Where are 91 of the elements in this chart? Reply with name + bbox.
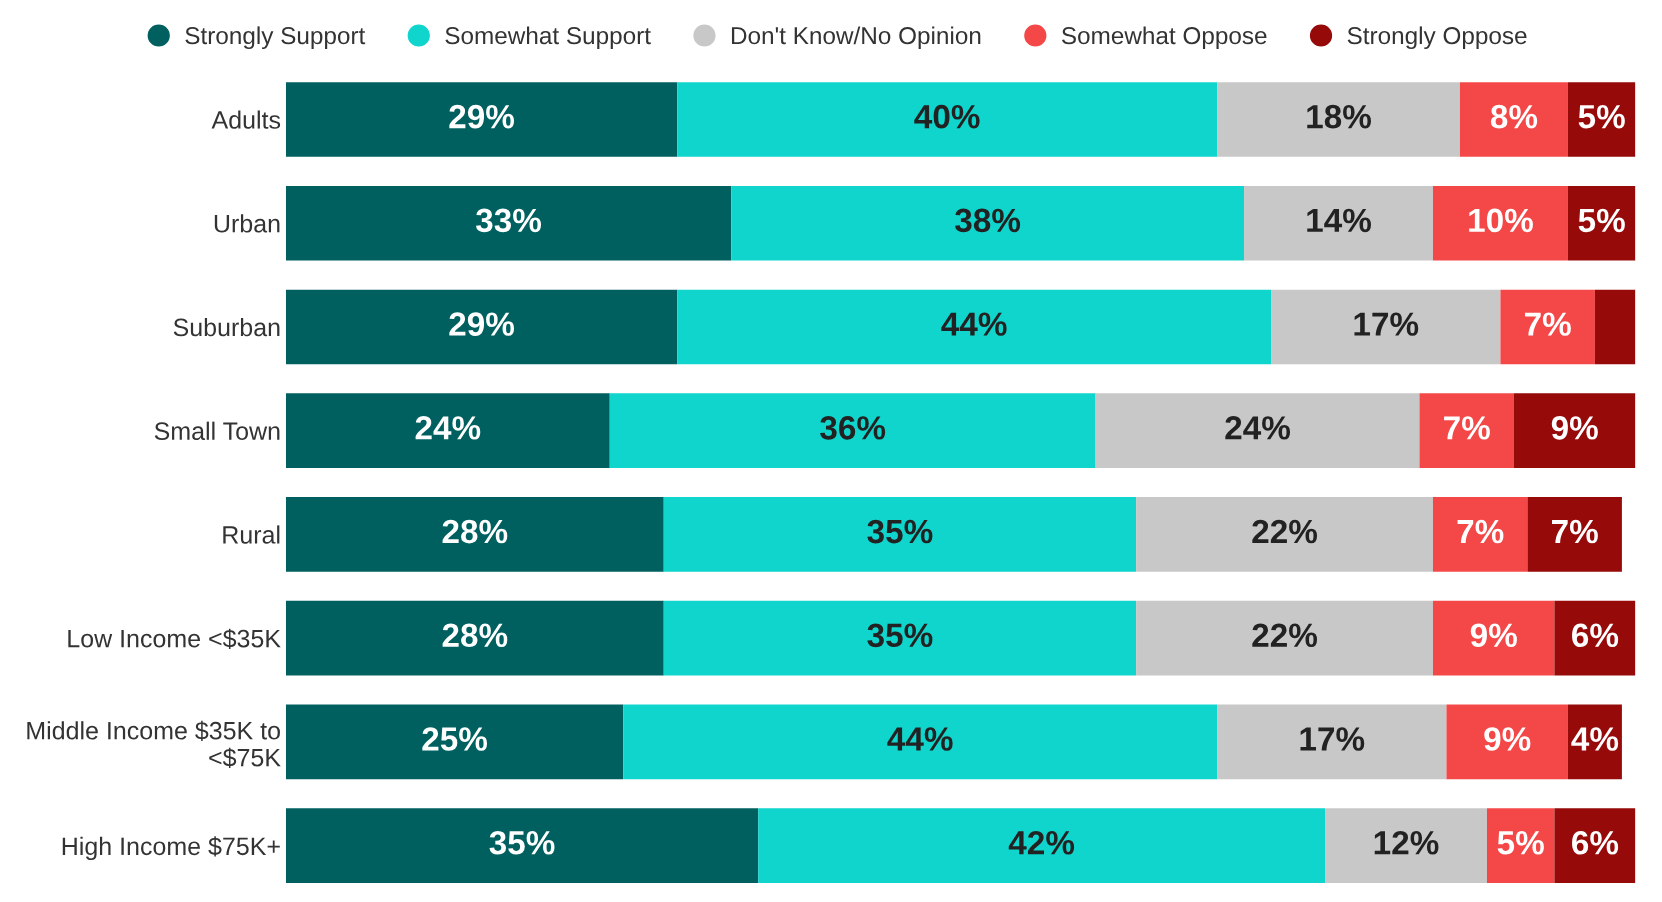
bar bbox=[1567, 185, 1636, 261]
bar bbox=[663, 600, 1137, 676]
bar bbox=[758, 808, 1326, 883]
bar bbox=[1486, 808, 1555, 883]
bar bbox=[1500, 289, 1595, 365]
legend-label: Somewhat Oppose bbox=[1061, 26, 1267, 50]
bar bbox=[623, 704, 1218, 780]
data-label: 29% bbox=[449, 104, 515, 129]
bar bbox=[1136, 600, 1433, 676]
bar bbox=[1432, 600, 1555, 676]
data-label: 35% bbox=[867, 623, 933, 648]
data-label: 7% bbox=[1552, 519, 1598, 544]
data-label: 40% bbox=[914, 104, 980, 129]
bar bbox=[1446, 704, 1568, 780]
bar bbox=[285, 600, 664, 676]
y-tick-label: Small Town bbox=[154, 421, 280, 441]
bar bbox=[1432, 497, 1528, 572]
data-label: 44% bbox=[941, 312, 1007, 336]
y-tick-label: Rural bbox=[223, 525, 280, 544]
bar bbox=[1217, 82, 1460, 157]
bar bbox=[1594, 289, 1636, 365]
bar bbox=[1244, 185, 1433, 261]
bar bbox=[1419, 393, 1514, 469]
bar bbox=[285, 704, 624, 780]
data-label: 17% bbox=[1354, 312, 1419, 336]
bar bbox=[1136, 497, 1433, 572]
bar bbox=[1325, 808, 1487, 883]
data-label: 22% bbox=[1252, 623, 1318, 648]
data-label: 33% bbox=[475, 208, 542, 233]
data-label: 6% bbox=[1572, 830, 1619, 855]
bar bbox=[677, 289, 1272, 365]
data-label: 44% bbox=[887, 727, 953, 751]
data-label: 22% bbox=[1252, 519, 1318, 544]
data-label: 9% bbox=[1470, 623, 1517, 648]
data-label: 42% bbox=[1008, 830, 1075, 855]
bar bbox=[1527, 497, 1622, 572]
bar bbox=[677, 82, 1218, 157]
data-label: 14% bbox=[1307, 208, 1371, 233]
data-label: 28% bbox=[442, 519, 508, 544]
legend-label: Don't Know/No Opinion bbox=[731, 26, 981, 50]
bar bbox=[1271, 289, 1501, 365]
y-tick-label: Suburban bbox=[173, 317, 280, 337]
bar bbox=[663, 497, 1137, 572]
data-label: 7% bbox=[1444, 416, 1490, 440]
bar bbox=[285, 289, 678, 365]
bar bbox=[1554, 600, 1636, 676]
data-label: 24% bbox=[415, 416, 481, 440]
data-label: 12% bbox=[1374, 830, 1439, 855]
data-label: 18% bbox=[1307, 104, 1371, 129]
data-label: 10% bbox=[1469, 208, 1533, 233]
bar bbox=[285, 82, 678, 157]
data-label: 38% bbox=[955, 208, 1021, 233]
data-label: 5% bbox=[1497, 831, 1544, 855]
bar bbox=[285, 393, 610, 469]
bar bbox=[1567, 82, 1636, 157]
data-label: 7% bbox=[1525, 312, 1571, 336]
bar bbox=[1554, 808, 1636, 883]
bar bbox=[285, 185, 732, 261]
bar bbox=[1095, 393, 1420, 469]
legend-label: Somewhat Support bbox=[445, 26, 651, 50]
data-label: 25% bbox=[422, 727, 488, 751]
bar bbox=[285, 808, 759, 883]
data-label: 8% bbox=[1490, 104, 1538, 129]
bar bbox=[285, 497, 664, 572]
data-label: 29% bbox=[449, 312, 515, 336]
bar bbox=[731, 185, 1245, 261]
y-tick-label: Adults bbox=[211, 110, 281, 129]
bar bbox=[1459, 82, 1568, 157]
bar bbox=[609, 393, 1096, 469]
data-label: 5% bbox=[1578, 208, 1625, 233]
legend-label: Strongly Oppose bbox=[1347, 26, 1527, 50]
bar bbox=[1217, 704, 1447, 780]
bar bbox=[1432, 185, 1568, 261]
data-label: 9% bbox=[1551, 416, 1598, 440]
data-label: 7% bbox=[1457, 519, 1504, 544]
data-label: 35% bbox=[867, 519, 933, 544]
data-label: 17% bbox=[1300, 727, 1365, 751]
bar bbox=[1513, 393, 1636, 469]
data-label: 28% bbox=[442, 623, 508, 648]
y-tick-label: Low Income <$35K bbox=[68, 628, 281, 649]
legend-label: Strongly Support bbox=[185, 26, 366, 50]
data-label: 36% bbox=[820, 416, 886, 440]
data-label: 5% bbox=[1578, 104, 1625, 129]
data-label: 35% bbox=[489, 830, 555, 855]
data-label: 6% bbox=[1572, 623, 1619, 648]
y-tick-label: Middle Income $35K to <$75K bbox=[27, 720, 281, 768]
data-label: 24% bbox=[1225, 416, 1291, 440]
y-tick-label: High Income $75K+ bbox=[62, 836, 280, 861]
y-tick-label: Urban bbox=[214, 214, 280, 233]
data-label: 9% bbox=[1484, 727, 1531, 751]
data-label: 4% bbox=[1571, 727, 1619, 751]
